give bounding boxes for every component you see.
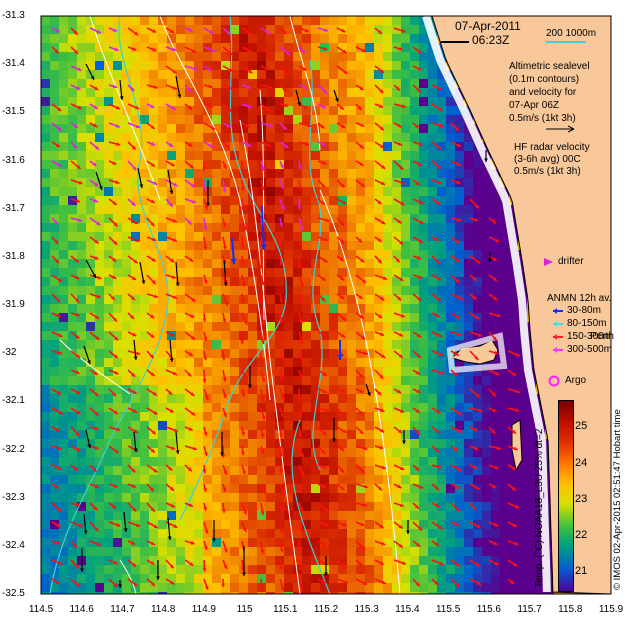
altimetric-scale-arrow: [544, 124, 584, 134]
x-tick-label: 115.1: [273, 604, 297, 615]
date-label: 07-Apr-2011: [455, 19, 521, 33]
altimetric-line-2: (0.1m contours): [509, 74, 579, 85]
hf-radar-line-3: 0.5m/s (1kt 3h): [514, 166, 581, 177]
colorbar-tick-22: 22: [575, 529, 587, 541]
x-tick-label: 115.4: [395, 604, 419, 615]
colorbar-label: Temp. (°C) NOAA18_L3U 25% dt=2: [534, 429, 545, 588]
colorbar-tick-24: 24: [575, 457, 587, 469]
y-tick-label: -31.3: [2, 10, 25, 21]
time-label: 06:23Z: [472, 33, 509, 47]
colorbar: [558, 400, 574, 592]
x-tick-label: 114.8: [151, 604, 175, 615]
y-tick-label: -32.2: [2, 444, 25, 455]
scale-bar: [441, 41, 469, 43]
y-tick-label: -32.4: [2, 540, 25, 551]
x-tick-label: 114.7: [110, 604, 134, 615]
x-tick-label: 115.3: [355, 604, 379, 615]
colorbar-tick-23: 23: [575, 493, 587, 505]
x-tick-label: 114.5: [29, 604, 53, 615]
x-tick-label: 115.9: [599, 604, 623, 615]
y-tick-label: -31.6: [2, 155, 25, 166]
depth-scale-label: 200 1000m: [546, 28, 596, 39]
depth-scale-line: [546, 41, 586, 43]
credit-label: © IMOS 02-Apr-2015 02:51:47 Hobart time: [612, 409, 623, 590]
anmn-arrow-300-500: [550, 345, 566, 355]
x-tick-label: 115.8: [558, 604, 582, 615]
x-tick-label: 115.5: [436, 604, 460, 615]
y-tick-label: -31.9: [2, 299, 25, 310]
altimetric-line-5: 0.5m/s (1kt 3h): [509, 113, 576, 124]
anmn-arrow-30-80: [550, 306, 566, 316]
y-tick-label: -31.8: [2, 251, 25, 262]
hf-radar-line-2: (3-6h avg) 00C: [514, 154, 581, 165]
drifter-label: drifter: [558, 256, 584, 267]
altimetric-line-3: and velocity for: [509, 87, 576, 98]
x-tick-label: 115.6: [477, 604, 501, 615]
anmn-title: ANMN 12h av.: [547, 293, 611, 304]
colorbar-tick-25: 25: [575, 420, 587, 432]
argo-icon: [547, 374, 561, 388]
altimetric-line-1: Altimetric sealevel: [509, 61, 590, 72]
x-tick-label: 115.7: [517, 604, 541, 615]
y-tick-label: -32.5: [2, 588, 25, 599]
anmn-label-80-150: 80-150m: [567, 318, 606, 329]
x-tick-label: 115: [237, 604, 253, 615]
x-tick-label: 114.9: [192, 604, 216, 615]
altimetric-line-4: 07-Apr 06Z: [509, 100, 559, 111]
argo-label: Argo: [565, 375, 586, 386]
y-tick-label: -32.1: [2, 395, 25, 406]
drifter-icon: [542, 255, 556, 269]
hf-radar-line-1: HF radar velocity: [514, 142, 590, 153]
x-tick-label: 114.6: [70, 604, 94, 615]
y-tick-label: -32.3: [2, 492, 25, 503]
anmn-label-300-500: 300-500m: [567, 344, 612, 355]
y-tick-label: -31.5: [2, 106, 25, 117]
y-tick-label: -31.7: [2, 203, 25, 214]
anmn-arrow-80-150: [550, 319, 566, 329]
perth-label: Perth: [590, 331, 614, 342]
y-tick-label: -32: [2, 347, 16, 358]
x-tick-label: 115.2: [314, 604, 338, 615]
anmn-label-30-80: 30-80m: [567, 305, 601, 316]
y-tick-label: -31.4: [2, 58, 25, 69]
colorbar-tick-21: 21: [575, 565, 587, 577]
anmn-arrow-150-300: [550, 332, 566, 342]
